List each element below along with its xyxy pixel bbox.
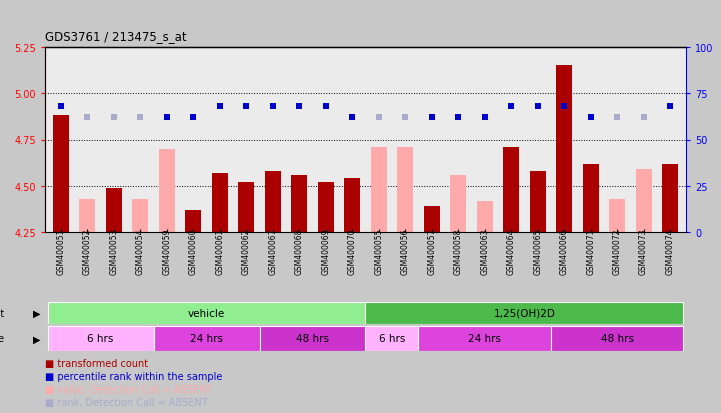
Bar: [371, 147, 386, 233]
Text: 1,25(OH)2D: 1,25(OH)2D: [493, 308, 555, 318]
Bar: [48, 326, 154, 351]
Text: agent: agent: [0, 308, 5, 318]
Bar: [106, 188, 122, 233]
Text: 6 hrs: 6 hrs: [379, 334, 405, 344]
Bar: [133, 199, 149, 233]
Bar: [662, 164, 678, 233]
Bar: [609, 199, 625, 233]
Text: time: time: [0, 334, 5, 344]
Bar: [159, 150, 174, 233]
Text: ■ transformed count: ■ transformed count: [45, 358, 148, 368]
Bar: [48, 302, 366, 324]
Bar: [418, 326, 551, 351]
Text: 48 hrs: 48 hrs: [296, 334, 329, 344]
Bar: [239, 183, 255, 233]
Text: ■ rank, Detection Call = ABSENT: ■ rank, Detection Call = ABSENT: [45, 397, 208, 407]
Bar: [154, 326, 260, 351]
Bar: [212, 173, 228, 233]
Text: GDS3761 / 213475_s_at: GDS3761 / 213475_s_at: [45, 30, 187, 43]
Bar: [265, 171, 280, 233]
Text: ■ percentile rank within the sample: ■ percentile rank within the sample: [45, 371, 222, 381]
Bar: [53, 116, 68, 233]
Text: 48 hrs: 48 hrs: [601, 334, 634, 344]
Text: ▶: ▶: [32, 334, 40, 344]
Bar: [583, 164, 598, 233]
Bar: [260, 326, 366, 351]
Bar: [291, 175, 307, 233]
Bar: [424, 206, 440, 233]
Bar: [477, 201, 492, 233]
Bar: [530, 171, 546, 233]
Bar: [450, 175, 466, 233]
Bar: [551, 326, 684, 351]
Bar: [556, 66, 572, 233]
Bar: [345, 179, 360, 233]
Bar: [366, 326, 418, 351]
Text: 6 hrs: 6 hrs: [87, 334, 114, 344]
Bar: [185, 210, 201, 233]
Bar: [503, 147, 519, 233]
Text: vehicle: vehicle: [188, 308, 225, 318]
Bar: [397, 147, 413, 233]
Text: ▶: ▶: [32, 308, 40, 318]
Bar: [79, 199, 95, 233]
Text: 24 hrs: 24 hrs: [190, 334, 223, 344]
Text: ■ value, Detection Call = ABSENT: ■ value, Detection Call = ABSENT: [45, 384, 213, 394]
Bar: [636, 170, 652, 233]
Bar: [318, 183, 334, 233]
Bar: [366, 302, 684, 324]
Text: 24 hrs: 24 hrs: [468, 334, 501, 344]
